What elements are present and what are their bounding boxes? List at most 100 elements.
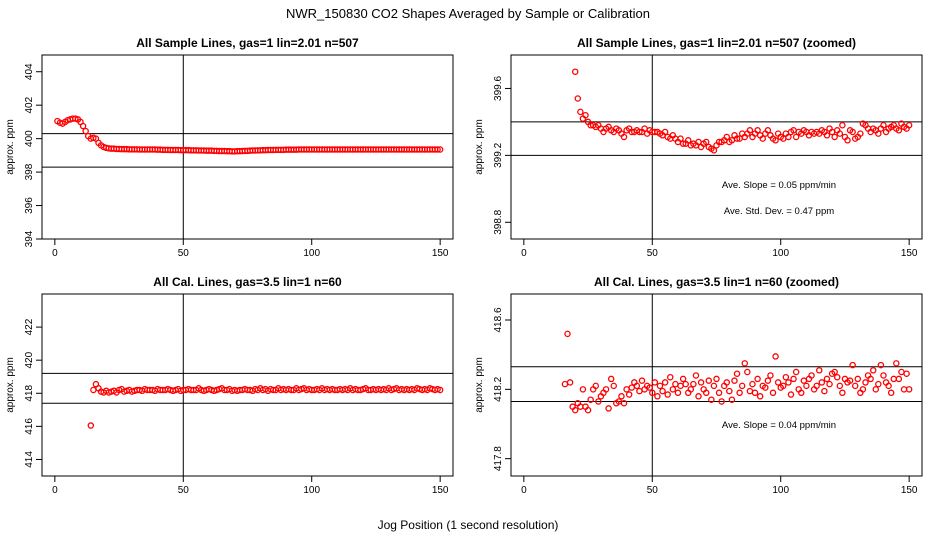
data-point [887, 389, 895, 397]
data-point [90, 386, 97, 394]
y-tick-label: 404 [24, 63, 35, 80]
data-point [764, 127, 772, 134]
data-point [905, 386, 913, 393]
chart-panel-2: All Sample Lines, gas=1 lin=2.01 n=507 (… [474, 36, 923, 259]
data-point [715, 389, 723, 397]
data-point [579, 386, 587, 393]
data-point [880, 372, 887, 379]
figure-title: NWR_150830 CO2 Shapes Averaged by Sample… [286, 6, 650, 21]
data-point [733, 370, 741, 377]
data-point [623, 386, 630, 393]
data-point [759, 135, 766, 142]
chart-panel-1: All Sample Lines, gas=1 lin=2.01 n=507 0 5… [5, 36, 454, 259]
data-point [733, 135, 741, 142]
data-point [836, 130, 844, 137]
data-point [818, 379, 826, 386]
data-point [679, 140, 687, 147]
data-point [895, 127, 903, 134]
panel-title: All Cal. Lines, gas=3.5 lin=1 n=60 [153, 275, 342, 289]
data-point [638, 377, 646, 384]
y-tick-label: 422 [24, 318, 35, 335]
x-tick-label: 100 [303, 248, 320, 259]
y-tick-label: 399.6 [493, 76, 504, 101]
data-point [571, 68, 579, 75]
data-point [628, 384, 635, 391]
data-point [718, 398, 725, 405]
data-point [710, 147, 718, 154]
data-point [664, 391, 671, 398]
data-point [667, 373, 674, 381]
data-point [610, 382, 618, 390]
data-point [436, 386, 444, 394]
x-tick-label: 0 [52, 485, 58, 496]
data-point [898, 368, 905, 376]
data-point [677, 382, 684, 390]
annotation: Ave. Std. Dev. = 0.47 ppm [724, 206, 834, 217]
chart-panel-4: All Cal. Lines, gas=3.5 lin=1 n=60 (zoom… [474, 275, 923, 496]
data-point [582, 111, 589, 119]
data-point [849, 361, 856, 369]
y-tick-label: 414 [24, 451, 35, 468]
data-point [862, 379, 869, 386]
data-point [625, 391, 633, 398]
data-point [836, 382, 844, 390]
data-point [702, 389, 710, 397]
data-point [607, 375, 615, 383]
x-tick-label: 100 [772, 248, 789, 259]
panel-title: All Sample Lines, gas=1 lin=2.01 n=507 (… [577, 36, 856, 50]
data-point [792, 368, 800, 376]
data-point [813, 382, 820, 390]
x-tick-label: 50 [647, 248, 659, 259]
data-point [869, 367, 877, 374]
data-point [859, 386, 867, 393]
data-point [877, 361, 885, 369]
data-point [851, 382, 859, 390]
data-point [774, 379, 782, 386]
x-tick-label: 50 [178, 248, 190, 259]
data-point [903, 370, 910, 377]
data-point [636, 128, 643, 136]
plot-frame [41, 54, 454, 240]
data-point [839, 389, 846, 397]
data-point [787, 391, 795, 398]
data-point [672, 380, 679, 388]
data-point [592, 382, 600, 390]
y-tick-label: 402 [24, 96, 35, 113]
data-point [849, 128, 856, 136]
data-point [695, 393, 702, 400]
data-point [890, 375, 897, 383]
data-point [767, 372, 774, 379]
data-point [772, 137, 779, 144]
y-tick-label: 394 [24, 230, 35, 247]
data-point [895, 375, 903, 383]
data-point [620, 133, 628, 141]
data-point [646, 384, 653, 391]
data-point [682, 380, 689, 388]
data-point [620, 399, 628, 407]
y-tick-label: 398 [24, 163, 35, 180]
data-point [754, 375, 761, 383]
annotation: Ave. Slope = 0.05 ppm/min [722, 180, 836, 191]
y-tick-label: 416 [24, 418, 35, 435]
data-point [654, 393, 661, 400]
data-point [746, 387, 754, 395]
x-tick-label: 0 [52, 248, 58, 259]
data-point [633, 382, 641, 390]
data-point [674, 389, 682, 397]
data-point [684, 137, 692, 144]
plot-frame [41, 293, 454, 477]
annotation: Ave. Slope = 0.04 ppm/min [722, 420, 836, 431]
data-point [587, 396, 594, 403]
x-tick-label: 100 [303, 485, 320, 496]
x-tick-label: 150 [901, 248, 918, 259]
x-tick-label: 50 [178, 485, 190, 496]
data-point [785, 379, 792, 386]
data-point [772, 353, 779, 360]
data-point [618, 393, 625, 400]
y-tick-label: 399.2 [493, 142, 504, 167]
data-point [764, 377, 772, 384]
x-tick-label: 150 [432, 485, 449, 496]
data-point [584, 406, 592, 414]
data-point [79, 122, 87, 130]
